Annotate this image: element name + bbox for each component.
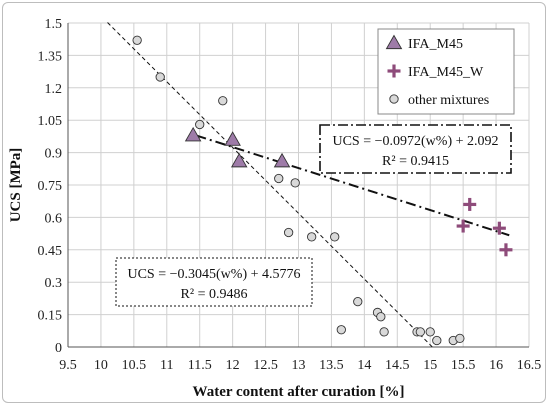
x-axis-title: Water content after curation [%] [193, 384, 405, 400]
x-tick-label: 14.5 [385, 358, 410, 373]
equation-text: UCS = −0.0972(w%) + 2.092 [332, 134, 498, 149]
y-axis-title: UCS [MPa] [8, 148, 24, 223]
point-other-mixtures [218, 96, 228, 106]
point-other-mixtures [290, 178, 300, 188]
y-tick-label: 0.6 [45, 211, 63, 226]
y-tick-label: 0.3 [45, 276, 63, 291]
x-tick-label: 15 [423, 358, 437, 373]
point-other-mixtures [330, 232, 340, 242]
legend-box [377, 28, 515, 115]
point-other-mixtures [283, 227, 294, 238]
point-other-mixtures [455, 333, 465, 344]
axes: 0 0.15 0.3 0.45 0.6 0.75 0.9 1.05 1.2 1.35 1.5 9.5 1… [38, 17, 542, 373]
point-ifa-m45-w [387, 64, 401, 78]
y-tick-label: 0 [55, 341, 62, 356]
x-tick-label: 14 [357, 358, 371, 373]
y-tick-label: 0.75 [38, 179, 63, 194]
point-ifa-m45-w [463, 197, 477, 211]
point-other-mixtures [425, 327, 435, 337]
equation-box [319, 124, 512, 174]
point-ifa-m45 [184, 126, 202, 142]
chart-frame [2, 2, 546, 403]
point-ifa-m45 [224, 131, 241, 146]
x-tick-label: 16 [489, 358, 503, 373]
x-tick-label: 13 [292, 358, 306, 373]
x-tick-label: 10.5 [122, 358, 147, 373]
legend-label: other mixtures [408, 93, 489, 108]
y-tick-label: 1.2 [45, 82, 63, 97]
point-ifa-m45-w [492, 221, 506, 235]
annotations: UCS = −0.0972(w%) + 2.092 R² = 0.9415 UCS … [115, 124, 512, 307]
equation-box [115, 257, 313, 307]
x-tick-label: 9.5 [59, 358, 77, 373]
point-other-mixtures [274, 173, 284, 184]
r-squared-text: R² = 0.9415 [382, 154, 449, 169]
equation-text: UCS = −0.3045(w%) + 4.5776 [127, 267, 300, 282]
point-ifa-m45 [385, 34, 403, 50]
legend-label: IFA_M45 [408, 37, 463, 52]
legend-label: IFA_M45_W [408, 65, 484, 80]
point-other-mixtures [155, 72, 165, 82]
point-ifa-m45 [273, 152, 291, 168]
y-tick-label: 0.9 [45, 147, 63, 162]
point-other-mixtures [132, 35, 142, 45]
x-tick-label: 12.5 [253, 358, 278, 373]
y-tick-label: 1.35 [38, 49, 63, 64]
x-tick-label: 10 [94, 358, 108, 373]
trendline-dash-dot [196, 134, 510, 237]
y-tick-label: 0.15 [38, 309, 63, 324]
x-tick-label: 11 [160, 358, 173, 373]
point-other-mixtures [389, 94, 399, 104]
point-other-mixtures [353, 296, 363, 307]
point-ifa-m45 [230, 152, 248, 168]
point-other-mixtures [195, 119, 205, 130]
y-tick-label: 1.5 [45, 17, 63, 32]
x-tick-label: 16.5 [517, 358, 542, 373]
point-other-mixtures [307, 232, 317, 242]
data-points [132, 35, 513, 346]
point-other-mixtures [415, 327, 425, 337]
point-ifa-m45-w [499, 243, 513, 257]
x-tick-label: 11.5 [188, 358, 212, 373]
x-tick-label: 15.5 [451, 358, 476, 373]
x-tick-label: 12 [226, 358, 240, 373]
y-tick-label: 0.45 [38, 244, 63, 259]
trendlines [107, 22, 510, 348]
x-tick-label: 13.5 [319, 358, 344, 373]
point-other-mixtures [336, 325, 346, 335]
point-other-mixtures [432, 335, 442, 346]
r-squared-text: R² = 0.9486 [181, 287, 248, 302]
point-other-mixtures [376, 312, 386, 322]
point-ifa-m45-w [456, 219, 470, 233]
y-tick-label: 1.05 [38, 114, 63, 129]
point-other-mixtures [379, 327, 389, 337]
